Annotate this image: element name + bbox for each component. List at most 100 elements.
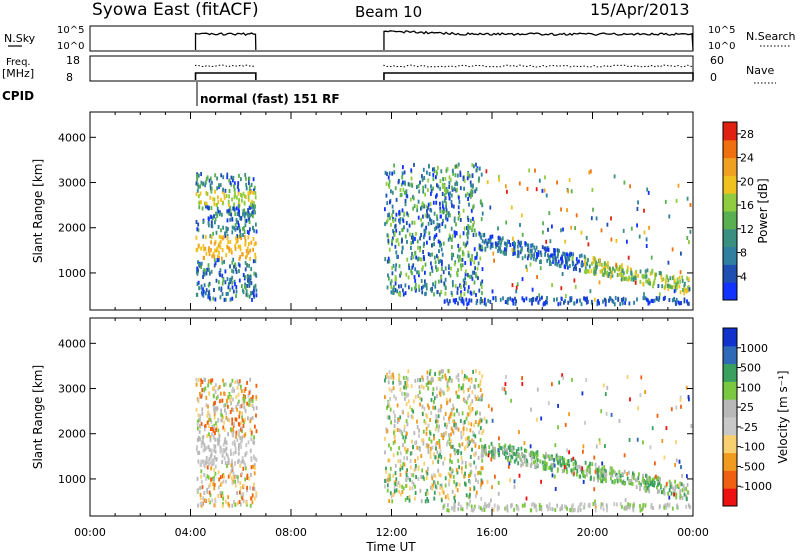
data-cell: [422, 475, 425, 480]
data-cell: [229, 278, 231, 282]
data-cell: [453, 419, 455, 424]
data-cell: [465, 437, 467, 441]
data-cell: [211, 215, 214, 220]
data-cell: [449, 453, 452, 458]
data-cell: [247, 208, 249, 213]
data-cell: [217, 243, 220, 248]
colorbar-tick-label: -25: [740, 421, 758, 434]
data-cell: [253, 271, 256, 276]
data-cell: [474, 420, 477, 424]
data-cell: [463, 419, 466, 424]
data-cell: [255, 491, 258, 496]
data-cell: [446, 440, 449, 445]
data-cell: [487, 503, 489, 508]
data-cell: [583, 296, 585, 301]
control-panels: N.Sky 10^5 10^0 10^5 10^0 N.Search Freq.…: [2, 25, 796, 106]
data-cell: [444, 476, 447, 481]
data-cell: [480, 452, 483, 457]
data-cell: [410, 451, 413, 455]
data-cell: [651, 480, 654, 484]
data-cell: [442, 391, 445, 396]
data-cell: [402, 461, 405, 466]
data-cell: [255, 413, 257, 418]
data-cell: [671, 298, 674, 303]
data-cell: [219, 245, 222, 250]
data-cell: [448, 175, 451, 180]
data-cell: [212, 251, 215, 256]
data-cell: [224, 280, 227, 285]
data-cell: [474, 452, 476, 457]
data-cell: [602, 474, 604, 479]
data-cell: [490, 407, 493, 412]
data-cell: [522, 462, 524, 467]
data-cell: [443, 416, 445, 421]
data-cell: [419, 402, 421, 407]
data-cell: [224, 448, 227, 453]
data-cell: [466, 375, 468, 380]
data-cell: [568, 412, 570, 417]
data-cell: [439, 243, 441, 248]
data-cell: [228, 178, 231, 183]
data-cell: [570, 458, 573, 463]
data-cell: [554, 443, 557, 448]
data-cell: [622, 296, 625, 301]
data-cell: [197, 450, 199, 455]
data-cell: [448, 386, 450, 391]
data-cell: [597, 299, 599, 304]
data-cell: [418, 385, 421, 390]
data-cell: [582, 479, 585, 484]
data-cell: [456, 290, 459, 295]
data-cell: [228, 282, 230, 287]
data-cell: [677, 280, 679, 285]
data-cell: [251, 399, 254, 403]
data-cell: [227, 474, 230, 479]
data-cell: [557, 455, 560, 460]
data-cell: [478, 166, 481, 171]
data-cell: [453, 262, 456, 267]
data-cell: [685, 289, 688, 294]
data-cell: [446, 298, 449, 303]
data-cell: [688, 240, 690, 245]
data-cell: [584, 420, 586, 425]
data-cell: [600, 502, 603, 507]
data-cell: [510, 398, 512, 403]
cpid-value: normal (fast) 151 RF: [200, 92, 340, 106]
data-cell: [528, 168, 531, 173]
data-cell: [217, 225, 220, 229]
data-cell: [222, 479, 225, 484]
data-cell: [668, 284, 671, 289]
data-cell: [252, 237, 255, 241]
data-cell: [655, 272, 657, 277]
data-cell: [227, 495, 230, 500]
data-cell: [414, 484, 416, 489]
data-cell: [452, 406, 455, 411]
data-cell: [629, 503, 632, 508]
data-cell: [646, 474, 648, 479]
data-cell: [429, 217, 431, 222]
colorbar-swatch: [723, 434, 737, 454]
data-cell: [543, 188, 546, 193]
data-cell: [414, 286, 416, 291]
data-cell: [250, 240, 253, 245]
data-cell: [452, 204, 455, 209]
data-cell: [634, 280, 637, 285]
data-cell: [249, 402, 252, 407]
data-cell: [663, 455, 666, 460]
data-cell: [248, 176, 251, 181]
data-cell: [438, 371, 441, 376]
data-cell: [589, 169, 592, 174]
data-cell: [398, 231, 401, 236]
data-cell: [449, 466, 451, 471]
data-cell: [463, 287, 466, 291]
data-cell: [470, 408, 473, 413]
data-cell: [475, 168, 478, 173]
data-cell: [577, 505, 580, 510]
data-cell: [592, 501, 595, 506]
data-cell: [197, 268, 199, 273]
data-cell: [237, 188, 240, 193]
colorbar-swatch: [723, 488, 737, 507]
data-cell: [546, 300, 549, 305]
data-cell: [392, 287, 395, 292]
data-cell: [466, 302, 469, 307]
data-cell: [407, 399, 410, 404]
